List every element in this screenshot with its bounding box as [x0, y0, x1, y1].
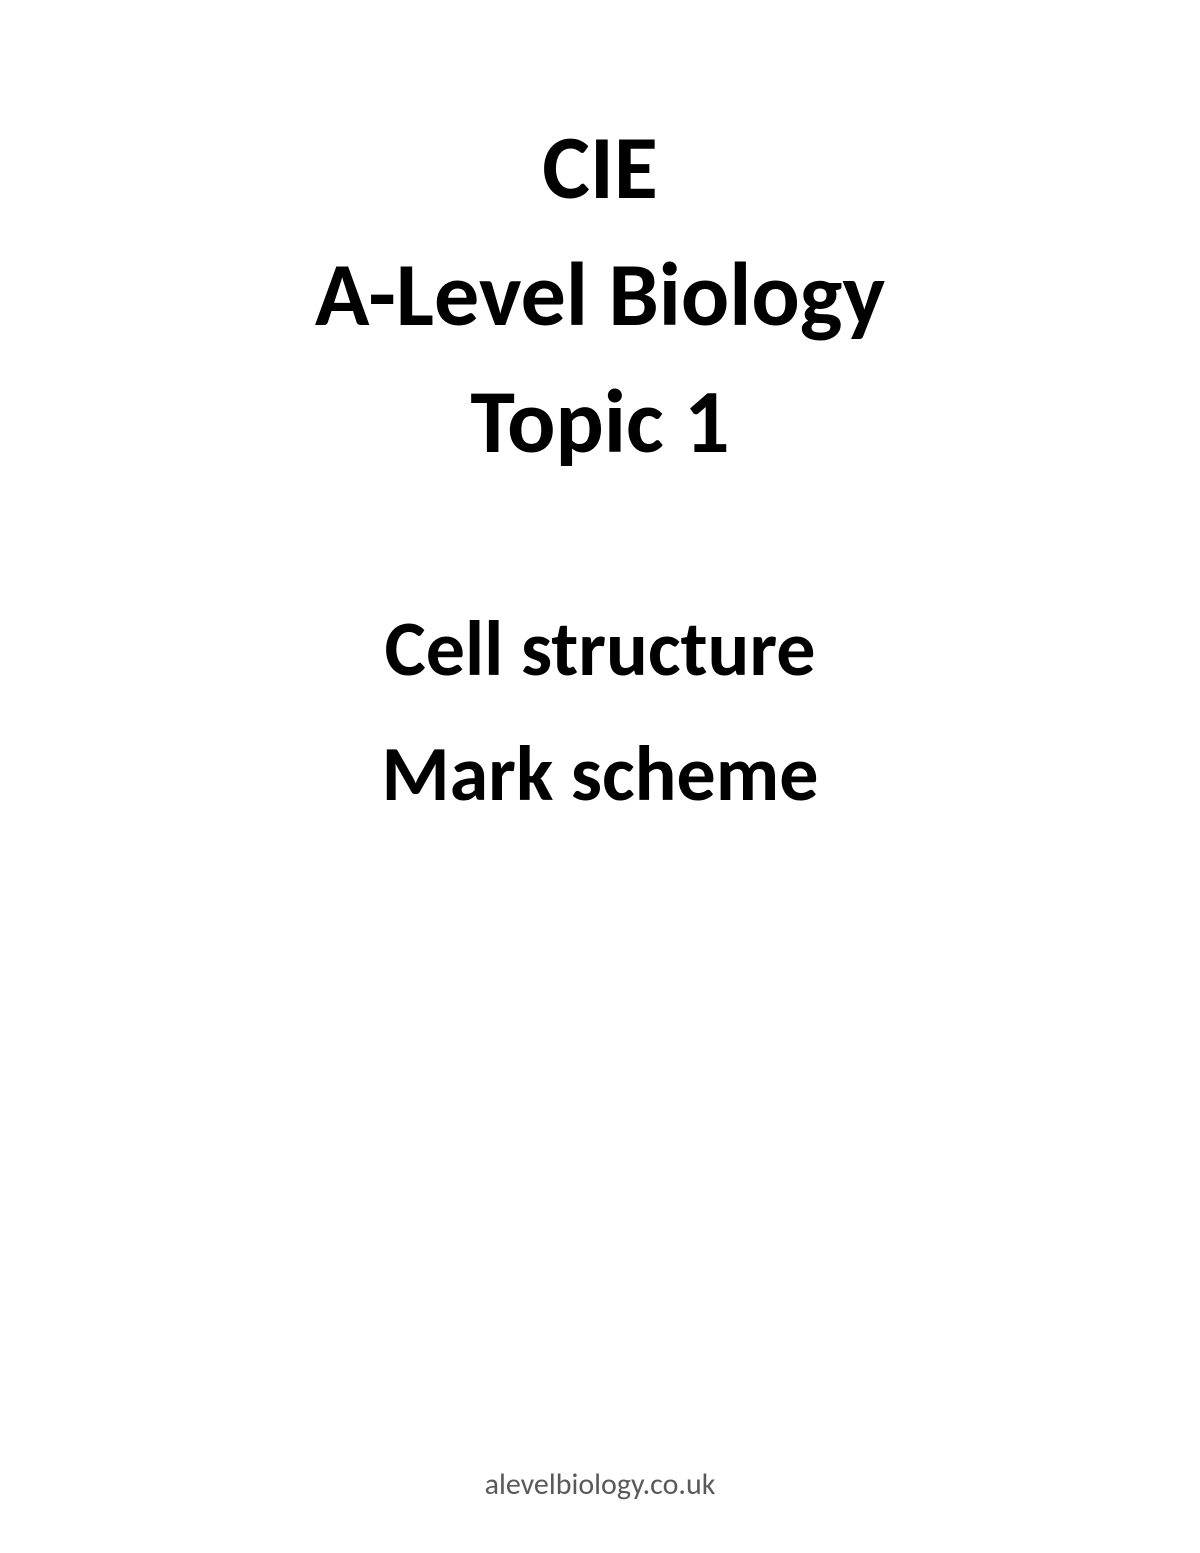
- subtitle-line-1: Cell structure: [381, 596, 818, 701]
- title-line-2: A-Level Biology: [315, 237, 885, 354]
- document-page: CIE A-Level Biology Topic 1 Cell structu…: [0, 0, 1200, 1553]
- subtitle-line-2: Mark scheme: [381, 721, 818, 826]
- title-line-3: Topic 1: [315, 364, 885, 481]
- subtitle-block: Cell structure Mark scheme: [381, 596, 818, 827]
- title-line-1: CIE: [315, 110, 885, 227]
- title-block: CIE A-Level Biology Topic 1: [315, 110, 885, 481]
- footer-text: alevelbiology.co.uk: [0, 1466, 1200, 1503]
